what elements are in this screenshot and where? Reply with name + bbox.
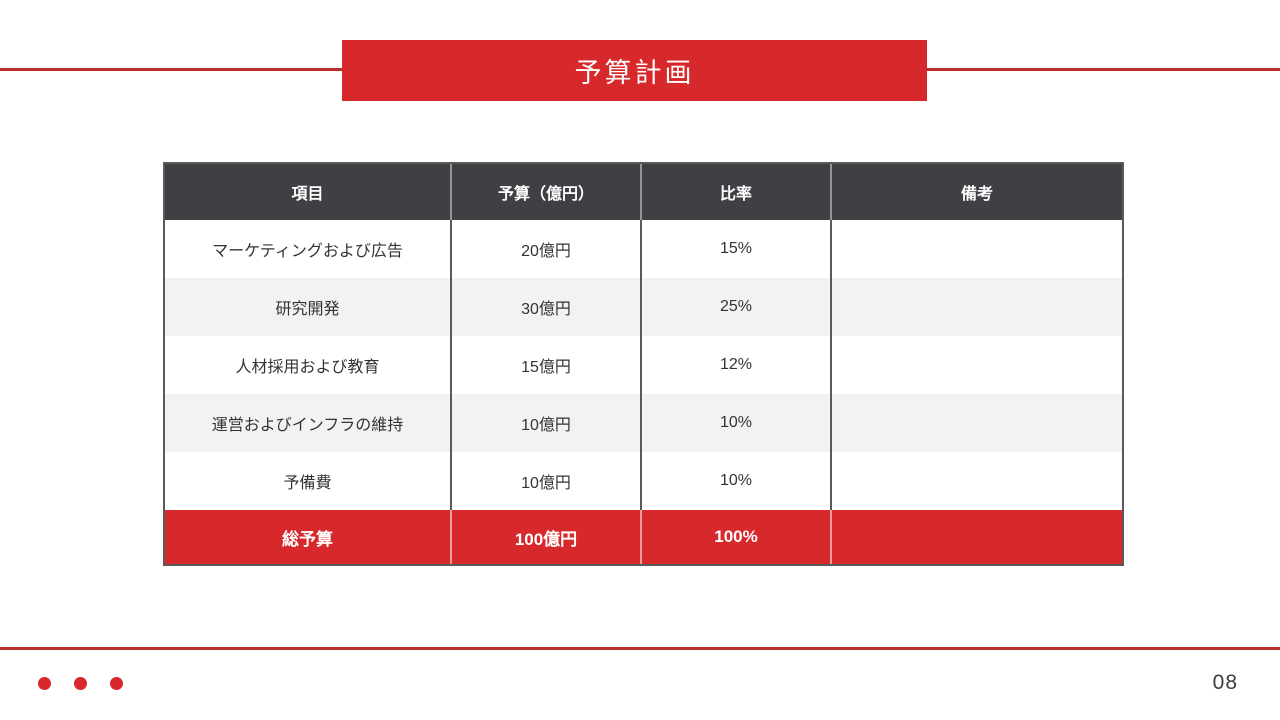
header-item: 項目 — [165, 164, 452, 220]
header-ratio: 比率 — [642, 164, 832, 220]
cell-item: マーケティングおよび広告 — [165, 220, 452, 278]
total-budget: 100億円 — [452, 510, 642, 564]
red-dot-icon — [110, 677, 123, 690]
header-note: 備考 — [832, 164, 1122, 220]
table-total-row: 総予算 100億円 100% — [165, 510, 1122, 564]
cell-ratio: 15% — [642, 220, 832, 278]
cell-item: 予備費 — [165, 452, 452, 510]
cell-budget: 15億円 — [452, 336, 642, 394]
page-number: 08 — [1212, 671, 1238, 694]
table-row: 予備費 10億円 10% — [165, 452, 1122, 510]
header-budget: 予算（億円） — [452, 164, 642, 220]
red-dot-icon — [38, 677, 51, 690]
table-row: 人材採用および教育 15億円 12% — [165, 336, 1122, 394]
cell-note — [832, 220, 1122, 278]
red-dot-icon — [74, 677, 87, 690]
cell-note — [832, 452, 1122, 510]
cell-item: 運営およびインフラの維持 — [165, 394, 452, 452]
cell-ratio: 10% — [642, 452, 832, 510]
cell-note — [832, 336, 1122, 394]
cell-item: 人材採用および教育 — [165, 336, 452, 394]
cell-budget: 10億円 — [452, 394, 642, 452]
cell-ratio: 25% — [642, 278, 832, 336]
cell-item: 研究開発 — [165, 278, 452, 336]
cell-note — [832, 394, 1122, 452]
table-row: 研究開発 30億円 25% — [165, 278, 1122, 336]
footer-dots — [38, 677, 123, 690]
total-item: 総予算 — [165, 510, 452, 564]
table-row: 運営およびインフラの維持 10億円 10% — [165, 394, 1122, 452]
cell-ratio: 10% — [642, 394, 832, 452]
cell-budget: 10億円 — [452, 452, 642, 510]
total-ratio: 100% — [642, 510, 832, 564]
cell-note — [832, 278, 1122, 336]
title-banner: 予算計画 — [342, 40, 927, 101]
slide-title: 予算計画 — [574, 58, 695, 88]
budget-table-container: 項目 予算（億円） 比率 備考 マーケティングおよび広告 20億円 15% 研究… — [163, 162, 1124, 566]
table-row: マーケティングおよび広告 20億円 15% — [165, 220, 1122, 278]
bottom-rule-line — [0, 647, 1280, 650]
budget-table: 項目 予算（億円） 比率 備考 マーケティングおよび広告 20億円 15% 研究… — [163, 162, 1124, 566]
cell-budget: 30億円 — [452, 278, 642, 336]
total-note — [832, 510, 1122, 564]
table-header-row: 項目 予算（億円） 比率 備考 — [165, 164, 1122, 220]
cell-ratio: 12% — [642, 336, 832, 394]
cell-budget: 20億円 — [452, 220, 642, 278]
